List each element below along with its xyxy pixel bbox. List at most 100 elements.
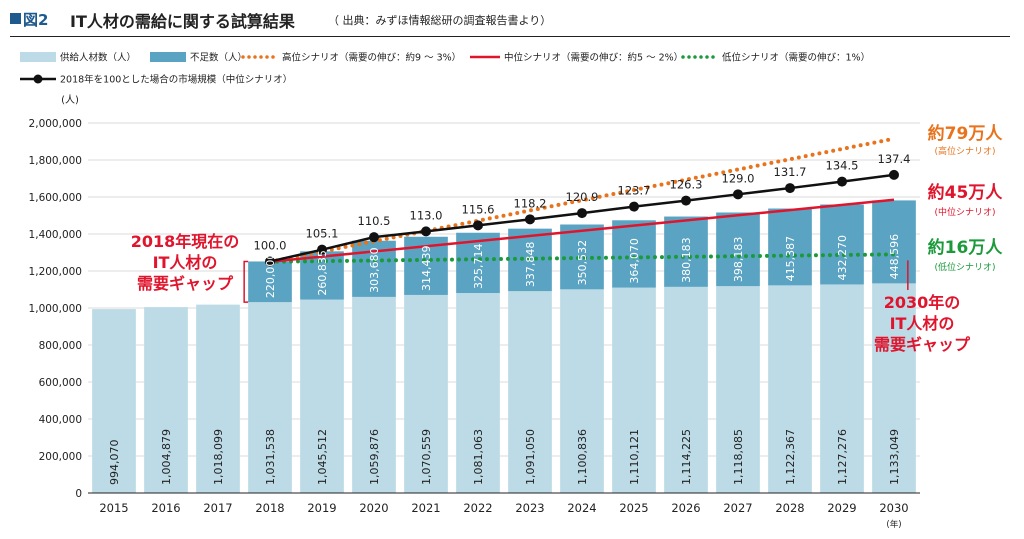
bar-label-supply: 1,045,512	[316, 429, 329, 485]
x-tick-label: 2027	[723, 501, 752, 515]
figure-source: （ 出典：みずほ情報総研の調査報告書より）	[328, 14, 552, 27]
x-tick-label: 2028	[775, 501, 804, 515]
bar-supply	[768, 285, 812, 493]
bar-label-supply: 1,091,050	[524, 429, 537, 485]
x-tick-label: 2018	[255, 501, 284, 515]
bar-label-supply: 1,004,879	[160, 429, 173, 485]
bar-label-shortage: 364,070	[628, 238, 641, 284]
annotation-gap-2018: 2018年現在の	[131, 232, 240, 251]
bar-label-supply: 1,018,099	[212, 429, 225, 485]
annotation-gap-2018: IT人材の	[153, 253, 218, 272]
bar-supply	[872, 283, 916, 493]
market-index-point	[681, 195, 691, 206]
x-tick-label: 2026	[671, 501, 700, 515]
legend-label-shortage: 不足数（人）	[190, 52, 247, 64]
bar-label-supply: 1,070,559	[420, 429, 433, 485]
bar-supply	[612, 287, 656, 493]
bar-shortage	[716, 212, 760, 287]
x-tick-label: 2017	[203, 501, 232, 515]
market-index-point	[629, 201, 639, 212]
y-tick-label: 600,000	[39, 377, 82, 389]
y-unit-label: (人)	[61, 94, 79, 106]
market-index-label: 126.3	[670, 178, 703, 192]
bar-label-supply: 1,114,225	[680, 429, 693, 485]
market-index-label: 131.7	[774, 165, 807, 179]
bar-label-shortage: 314,439	[420, 245, 433, 291]
legend-label-market: 2018年を100とした場合の市場規模（中位シナリオ）	[60, 74, 292, 86]
bar-shortage	[820, 204, 864, 285]
x-tick-label: 2019	[307, 501, 336, 515]
y-tick-label: 400,000	[39, 414, 82, 426]
bar-label-supply: 1,100,836	[576, 429, 589, 485]
market-index-label: 100.0	[254, 238, 287, 252]
line-low-scenario	[268, 252, 896, 264]
bar-supply	[508, 291, 552, 493]
bar-label-shortage: 303,680	[368, 247, 381, 293]
bar-label-supply: 1,110,121	[628, 429, 641, 485]
market-index-point	[473, 220, 483, 231]
bar-supply	[560, 289, 604, 493]
market-index-point	[317, 244, 327, 255]
legend-label-mid: 中位シナリオ（需要の伸び：約5 ～ 2%）	[504, 52, 683, 64]
bar-supply	[300, 299, 344, 493]
y-tick-label: 1,800,000	[29, 155, 82, 167]
x-axis: 2015 2016 2017 2018 2019 2020 2021 2022 2023 2024…	[99, 501, 908, 530]
annotation-high-sub: (高位シナリオ)	[934, 145, 995, 157]
annotation-gap-2018: 需要ギャップ	[137, 274, 234, 293]
figure-number: 図2	[23, 11, 49, 29]
bar-label-shortage: 415,387	[784, 236, 797, 282]
bar-supply	[664, 286, 708, 493]
legend-label-supply: 供給人材数（人）	[60, 52, 136, 64]
y-tick-label: 200,000	[39, 451, 82, 463]
y-tick-label: 1,600,000	[29, 192, 82, 204]
bar-label-shortage: 325,714	[472, 244, 485, 290]
bar-label-shortage: 350,532	[576, 240, 589, 286]
y-axis: (人) 0 200,000 400,000 600,000 800,000 1,000,00…	[29, 94, 82, 500]
market-index-label: 105.1	[306, 227, 339, 241]
figure-marker-icon	[10, 13, 21, 24]
bar-supply	[144, 307, 188, 493]
data-labels: 994,070 1,004,879 1,018,099 1,031,538 220,00…	[108, 152, 910, 485]
bar-shortage	[560, 224, 604, 290]
bar-label-supply: 1,127,276	[836, 429, 849, 485]
bar-shortage	[300, 251, 344, 300]
bar-supply	[456, 293, 500, 493]
bar-supply	[820, 284, 864, 493]
annotation-mid-amount: 約45万人	[928, 182, 1004, 203]
market-index-label: 137.4	[878, 152, 911, 166]
legend-label-low: 低位シナリオ（需要の伸び：1%）	[722, 52, 870, 64]
bar-label-shortage: 448,596	[888, 234, 901, 280]
annotation-gap-2030: IT人材の	[890, 314, 955, 333]
annotations: 約79万人(高位シナリオ) 約45万人 (中位シナリオ) 約16万人 (低位シナリオ) 2…	[131, 123, 1004, 354]
bar-shortage	[664, 216, 708, 287]
market-index-label: 123.7	[618, 184, 651, 198]
annotation-high-amount: 約79万人	[928, 123, 1004, 144]
market-index-point	[889, 169, 899, 180]
market-index-point	[577, 208, 587, 219]
bar-label-shortage: 432,270	[836, 235, 849, 281]
gap-2018-bracket	[243, 260, 249, 303]
legend-swatch-shortage	[150, 52, 186, 62]
bar-label-shortage: 337,848	[524, 242, 537, 288]
bar-label-supply: 1,122,367	[784, 429, 797, 485]
bar-shortage	[768, 208, 812, 286]
bar-supply	[404, 294, 448, 493]
bar-label-supply: 1,031,538	[264, 429, 277, 485]
x-tick-label: 2021	[411, 501, 440, 515]
bar-supply	[716, 286, 760, 493]
x-tick-label: 2024	[567, 501, 596, 515]
y-tick-label: 800,000	[39, 340, 82, 352]
figure-header: 図2 IT人材の需給に関する試算結果 （ 出典：みずほ情報総研の調査報告書より）	[10, 6, 1010, 37]
market-index-point	[785, 183, 795, 194]
legend-swatch-market-dot	[33, 74, 43, 84]
x-tick-label: 2029	[827, 501, 856, 515]
bar-label-shortage: 380,183	[680, 237, 693, 283]
x-tick-label: 2016	[151, 501, 180, 515]
scenario-lines	[265, 136, 899, 267]
bar-label-supply: 1,118,085	[732, 429, 745, 485]
x-tick-label: 2015	[99, 501, 128, 515]
bar-label-supply: 1,081,063	[472, 429, 485, 485]
market-index-point	[421, 226, 431, 237]
annotation-gap-2030: 需要ギャップ	[874, 335, 971, 354]
